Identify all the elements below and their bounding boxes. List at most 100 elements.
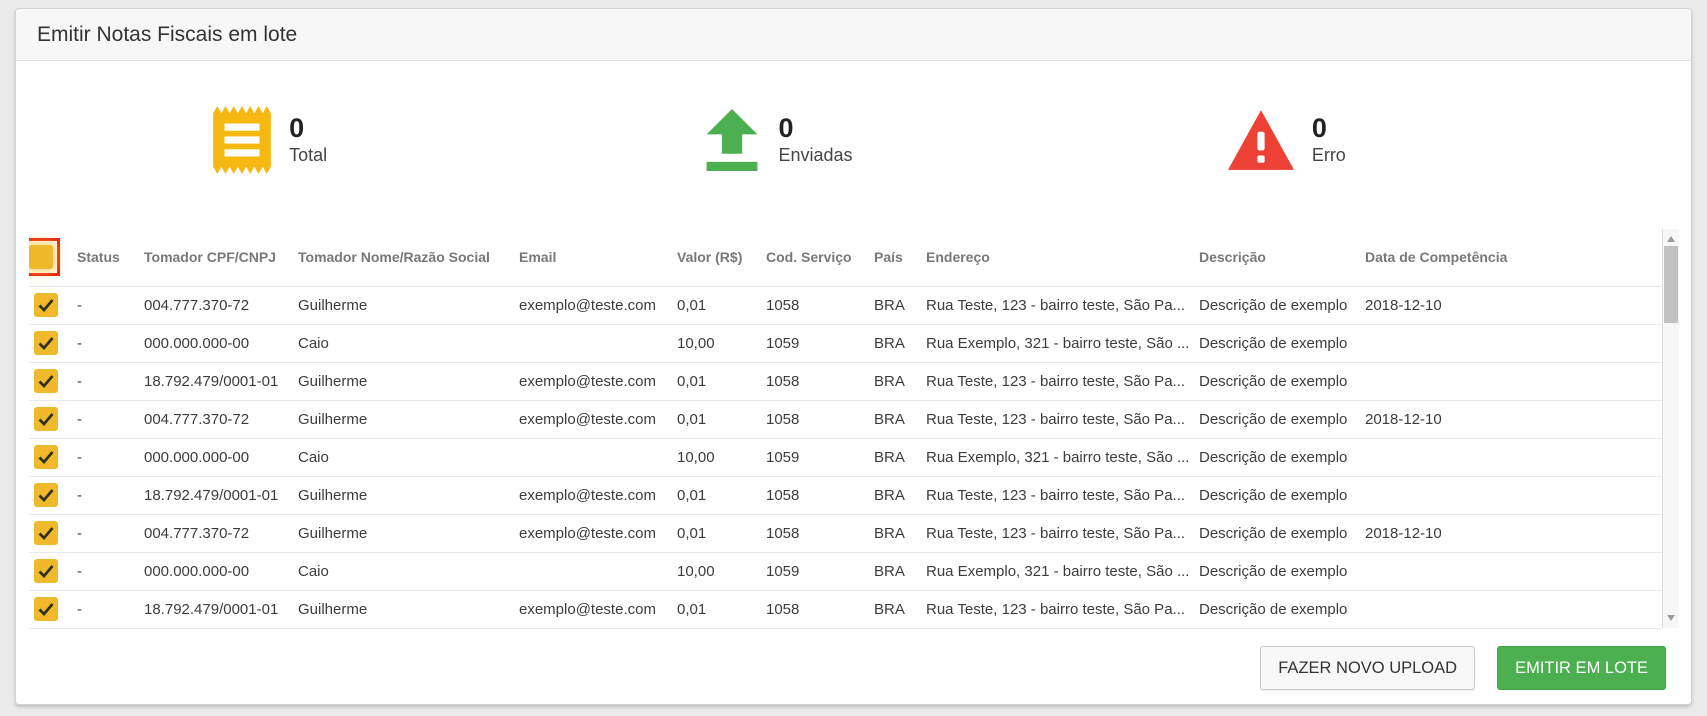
cell-endereco: Rua Exemplo, 321 - bairro teste, São ...: [926, 552, 1199, 591]
cell-cpf: 000.000.000-00: [144, 324, 298, 363]
highlight-red-box: [29, 238, 60, 277]
cell-nome: Guilherme: [298, 590, 519, 629]
row-checkbox[interactable]: [34, 559, 58, 583]
panel-header: Emitir Notas Fiscais em lote: [16, 9, 1691, 61]
cell-email: exemplo@teste.com: [519, 476, 677, 515]
cell-email: exemplo@teste.com: [519, 362, 677, 401]
row-checkbox[interactable]: [34, 483, 58, 507]
cell-endereco: Rua Teste, 123 - bairro teste, São Pa...: [926, 590, 1199, 629]
cell-cod: 1059: [766, 552, 874, 591]
col-endereco: Endereço: [926, 229, 1199, 287]
row-checkbox-cell: [29, 552, 77, 591]
table-row: -004.777.370-72 Guilherme exemplo@teste.co…: [29, 514, 1662, 553]
select-all-cell: [29, 229, 77, 287]
cell-cpf: 004.777.370-72: [144, 514, 298, 553]
cell-status: -: [77, 286, 144, 325]
cell-nome: Caio: [298, 552, 519, 591]
cell-desc: Descrição de exemplo: [1199, 552, 1365, 591]
cell-desc: Descrição de exemplo: [1199, 324, 1365, 363]
row-checkbox[interactable]: [34, 407, 58, 431]
table-row: -004.777.370-72 Guilherme exemplo@teste.co…: [29, 286, 1662, 325]
scroll-up-button[interactable]: [1663, 231, 1679, 247]
enviadas-label: Enviadas: [778, 145, 853, 166]
cell-status: -: [77, 552, 144, 591]
cell-endereco: Rua Teste, 123 - bairro teste, São Pa...: [926, 400, 1199, 439]
cell-data: [1365, 552, 1662, 591]
cell-valor: 0,01: [677, 400, 766, 439]
row-checkbox[interactable]: [34, 445, 58, 469]
row-checkbox-cell: [29, 362, 77, 401]
table-row: -18.792.479/0001-01 Guilherme exemplo@test…: [29, 476, 1662, 515]
total-count: 0: [289, 112, 305, 143]
cell-pais: BRA: [874, 400, 926, 439]
page-title: Emitir Notas Fiscais em lote: [37, 23, 298, 46]
cell-email: exemplo@teste.com: [519, 590, 677, 629]
scrollbar-thumb[interactable]: [1664, 246, 1678, 323]
cell-cpf: 004.777.370-72: [144, 400, 298, 439]
upload-icon: [704, 108, 760, 172]
cell-cod: 1058: [766, 476, 874, 515]
cell-cod: 1059: [766, 438, 874, 477]
row-checkbox[interactable]: [34, 369, 58, 393]
cell-desc: Descrição de exemplo: [1199, 590, 1365, 629]
row-checkbox[interactable]: [34, 597, 58, 621]
cell-status: -: [77, 476, 144, 515]
row-checkbox[interactable]: [34, 331, 58, 355]
row-checkbox-cell: [29, 286, 77, 325]
row-checkbox-cell: [29, 476, 77, 515]
col-data-competencia: Data de Competência: [1365, 229, 1662, 287]
cell-email: [519, 324, 677, 363]
cell-email: exemplo@teste.com: [519, 286, 677, 325]
table-scrollbar[interactable]: [1662, 229, 1679, 628]
invoice-table: Status Tomador CPF/CNPJ Tomador Nome/Raz…: [29, 229, 1662, 629]
scroll-up-icon: [1667, 236, 1675, 242]
row-checkbox[interactable]: [34, 293, 58, 317]
cell-status: -: [77, 324, 144, 363]
col-status: Status: [77, 229, 144, 287]
cell-valor: 0,01: [677, 476, 766, 515]
cell-cpf: 18.792.479/0001-01: [144, 590, 298, 629]
emit-batch-button[interactable]: EMITIR EM LOTE: [1497, 646, 1666, 690]
cell-desc: Descrição de exemplo: [1199, 438, 1365, 477]
scroll-down-button[interactable]: [1663, 610, 1679, 626]
cell-cpf: 000.000.000-00: [144, 552, 298, 591]
cell-endereco: Rua Teste, 123 - bairro teste, São Pa...: [926, 362, 1199, 401]
row-checkbox[interactable]: [34, 521, 58, 545]
cell-desc: Descrição de exemplo: [1199, 362, 1365, 401]
table-header-row: Status Tomador CPF/CNPJ Tomador Nome/Raz…: [29, 229, 1662, 287]
cell-status: -: [77, 362, 144, 401]
select-all-checkbox[interactable]: [29, 245, 53, 270]
stat-enviadas: 0 Enviadas: [524, 106, 1032, 174]
table-row: -000.000.000-00 Caio 10,00 1059 BRA Rua Exemp…: [29, 552, 1662, 591]
cell-nome: Caio: [298, 438, 519, 477]
cell-nome: Guilherme: [298, 514, 519, 553]
cell-nome: Guilherme: [298, 286, 519, 325]
stat-erro: 0 Erro: [1033, 106, 1541, 174]
cell-endereco: Rua Teste, 123 - bairro teste, São Pa...: [926, 514, 1199, 553]
cell-data: [1365, 476, 1662, 515]
cell-pais: BRA: [874, 362, 926, 401]
cell-data: 2018-12-10: [1365, 514, 1662, 553]
cell-cod: 1058: [766, 590, 874, 629]
cell-nome: Guilherme: [298, 476, 519, 515]
erro-label: Erro: [1311, 145, 1346, 166]
cell-data: [1365, 362, 1662, 401]
cell-cod: 1059: [766, 324, 874, 363]
new-upload-button[interactable]: FAZER NOVO UPLOAD: [1260, 646, 1476, 690]
cell-data: [1365, 324, 1662, 363]
cell-pais: BRA: [874, 438, 926, 477]
cell-status: -: [77, 438, 144, 477]
cell-cod: 1058: [766, 362, 874, 401]
stats-row: 0 Total 0 Enviadas: [16, 61, 1691, 229]
cell-nome: Guilherme: [298, 400, 519, 439]
col-pais: País: [874, 229, 926, 287]
cell-data: 2018-12-10: [1365, 286, 1662, 325]
scroll-down-icon: [1667, 615, 1675, 621]
cell-pais: BRA: [874, 324, 926, 363]
cell-status: -: [77, 590, 144, 629]
cell-email: [519, 438, 677, 477]
table-row: -18.792.479/0001-01 Guilherme exemplo@test…: [29, 590, 1662, 629]
cell-cod: 1058: [766, 400, 874, 439]
cell-pais: BRA: [874, 590, 926, 629]
row-checkbox-cell: [29, 438, 77, 477]
